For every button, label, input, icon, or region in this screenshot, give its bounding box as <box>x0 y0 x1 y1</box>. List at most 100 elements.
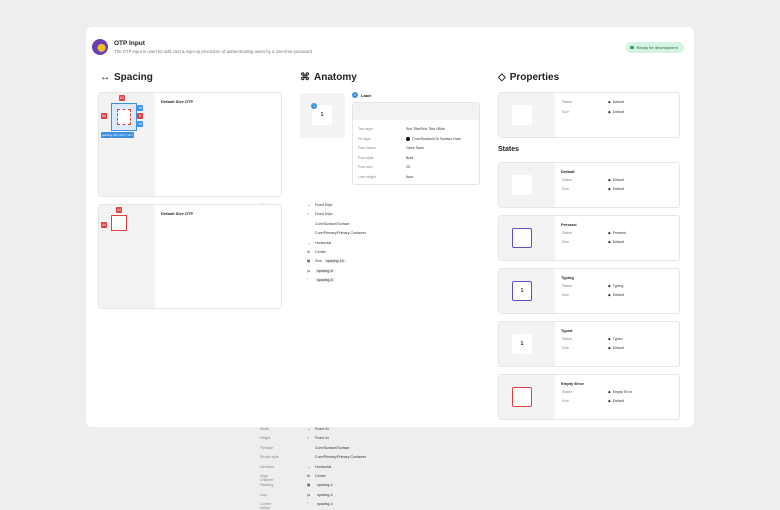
token-chip: spacing-8 <box>315 278 335 283</box>
state-thumb: 1 <box>499 269 555 313</box>
width-tag: 44 <box>101 222 107 228</box>
properties-thumb <box>499 93 555 137</box>
state-size-label: Size <box>562 346 569 350</box>
anatomy-spec-label: Fill style <box>358 136 371 141</box>
variant-diamond-icon: ◆ <box>608 109 611 114</box>
anatomy-spec-value: 20 <box>406 165 410 169</box>
spec-value: ↔ Fixed 54px <box>307 203 333 207</box>
size-value-text: Default <box>612 346 625 350</box>
width-tag: 54 <box>101 113 107 119</box>
spec-glyph-icon: ⌜ <box>307 502 309 507</box>
token-chip: spacing-4 <box>315 502 335 507</box>
spec-value-text: Size <box>315 259 322 264</box>
spec-value-text: Center <box>315 250 326 254</box>
token-chip: spacing-8 <box>315 268 335 273</box>
color-swatch <box>406 136 410 141</box>
property-value-text: Default <box>612 100 625 104</box>
spec-value: Core/Primary/Primary Container <box>307 455 366 459</box>
spec-glyph-icon: ↕ <box>307 436 309 441</box>
spec-value-text: Center <box>315 474 326 478</box>
variant-diamond-icon: ◆ <box>608 337 611 341</box>
spec-glyph-icon: ⊕ <box>307 250 311 254</box>
spec-value: ↔ Fixed 44 <box>307 427 329 431</box>
spec-value: ⊕ Center <box>307 474 326 478</box>
state-states-label: States <box>562 231 573 235</box>
state-thumb: 1 <box>499 322 555 366</box>
size-value: ◆ Default <box>608 240 624 244</box>
spec-value: |◂ spacing-8 <box>307 268 335 273</box>
section-states-title: States <box>498 146 520 153</box>
spec-value: ⊕ Center <box>307 250 326 254</box>
size-value: ◆ Default <box>608 187 624 191</box>
spec-value-text: Fixed 44 <box>315 436 329 441</box>
anatomy-spec-value: Auto <box>406 175 413 179</box>
size-value-text: Default <box>612 293 625 297</box>
status-badge-label: Ready for development <box>636 45 678 50</box>
anatomy-spec-value-text: Bold <box>406 155 414 160</box>
state-card-typing: 1 Typing States Size ◆ Typing ◆ Default <box>498 268 680 314</box>
state-title: Empty Error <box>561 381 585 386</box>
spacing-card-title: Default Size OTP <box>161 99 194 104</box>
size-value: ◆ Default <box>608 399 624 403</box>
section-properties-heading: ◇ Properties <box>498 72 559 83</box>
state-title: Typed <box>561 328 573 333</box>
padding-bottom-tag: 16 <box>137 121 143 127</box>
spec-value: ⌜ spacing-4 <box>307 502 335 507</box>
spec-value: ↕ Fixed 64px <box>307 212 333 216</box>
state-value: ◆ Empty Error <box>608 390 632 394</box>
token-chip: spacing-16 <box>324 259 346 264</box>
state-otp-cell <box>512 228 532 248</box>
property-value-text: Default <box>612 109 625 114</box>
spacing-card-default: 64 54 16 8 16 spacing-16 | 16 ▾ | 16 ▾ D… <box>98 92 366 286</box>
size-value-text: Default <box>612 399 625 403</box>
page-subtitle: The OTP input is used for add card & sig… <box>114 49 314 54</box>
anatomy-spec-table <box>352 102 480 185</box>
state-card-default: Default States Size ◆ Default ◆ Default <box>498 162 680 208</box>
state-value: ◆ Pressed <box>608 231 626 235</box>
size-value: ◆ Default <box>608 293 624 297</box>
section-properties-title: Properties <box>509 72 560 83</box>
spec-value: |◂ spacing-4 <box>307 492 335 497</box>
spec-value-text: Core/Primary/Primary Container <box>315 455 367 460</box>
anatomy-spec-value: Open Sans <box>406 146 424 150</box>
property-value: ◆ Default <box>608 100 624 104</box>
state-value-text: Pressed <box>612 231 626 235</box>
spec-value: ▦ Size spacing-16 <box>307 259 346 264</box>
state-title: Pressed <box>561 222 577 227</box>
variant-diamond-icon: ◆ <box>608 240 611 244</box>
section-anatomy-heading: ⌘ Anatomy <box>300 72 357 83</box>
spacing-card-small: 44 44 Default Size OTP Width ↔ Fixed 44 Hei… <box>98 204 366 510</box>
property-label: States <box>562 100 573 104</box>
state-otp-cell <box>512 387 532 407</box>
spec-glyph-icon: ↔ <box>307 203 311 207</box>
spec-label: Stroke style <box>260 455 279 460</box>
spec-value: → Horizontal <box>307 241 331 245</box>
gap-tag: 8 <box>137 113 143 119</box>
state-value-text: Typing <box>612 284 624 288</box>
state-value-text: Typed <box>612 337 623 341</box>
section-spacing-heading: ↔ Spacing <box>100 72 153 83</box>
spec-value-text: Core/Surface/Surface <box>315 445 350 450</box>
spec-value: ▦ spacing-4 <box>307 483 335 488</box>
variant-diamond-icon: ◆ <box>608 284 611 288</box>
property-value: ◆ Default <box>608 110 624 114</box>
spec-glyph-icon: ▦ <box>307 259 311 264</box>
token-chip: spacing-4 <box>315 483 335 488</box>
spec-label: Height <box>260 436 271 441</box>
anatomy-otp-cell: 1 <box>312 105 332 125</box>
spec-value-text: Fixed 44 <box>315 427 329 431</box>
state-states-label: States <box>562 284 573 288</box>
state-title: Default <box>561 169 575 174</box>
anatomy-spec-value-text: Open Sans <box>406 146 424 150</box>
status-badge: Ready for development <box>626 42 684 53</box>
spec-label: Align Children <box>260 474 274 482</box>
size-value-text: Default <box>612 240 625 244</box>
state-otp-cell <box>512 175 532 195</box>
spec-glyph-icon: ↔ <box>307 427 311 431</box>
anatomy-spec-label: Font style <box>358 155 374 160</box>
token-chip: spacing-4 <box>315 492 335 497</box>
spec-glyph-icon: |◂ <box>307 268 310 273</box>
spacing-diagram: 64 54 16 8 16 spacing-16 | 16 ▾ | 16 ▾ <box>99 93 155 196</box>
state-states-label: States <box>562 390 573 394</box>
state-value-text: Empty Error <box>612 390 632 394</box>
